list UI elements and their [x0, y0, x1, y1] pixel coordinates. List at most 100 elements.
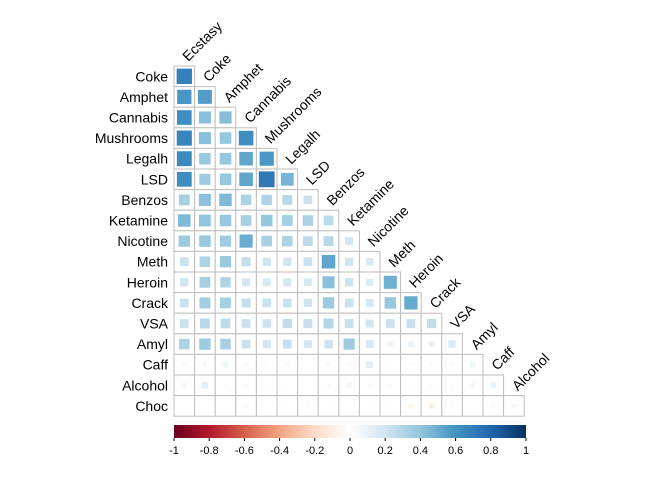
correlation-square	[224, 404, 227, 407]
correlation-square	[219, 173, 232, 186]
correlation-square	[199, 338, 211, 350]
correlation-square	[281, 215, 293, 226]
correlation-square	[262, 257, 271, 266]
correlation-square	[219, 235, 232, 247]
colorbar-tick-label: -0.6	[235, 445, 254, 457]
correlation-square	[244, 383, 248, 388]
correlation-square	[220, 297, 231, 309]
correlation-square	[303, 319, 313, 328]
correlation-square	[303, 340, 312, 349]
correlation-square	[262, 278, 271, 287]
correlation-square	[323, 236, 334, 247]
correlation-square	[343, 338, 355, 350]
correlation-square	[388, 383, 393, 388]
correlation-square	[179, 298, 189, 308]
correlation-square	[222, 362, 229, 368]
correlation-square	[239, 151, 253, 166]
correlation-square	[244, 362, 249, 367]
correlation-square	[344, 298, 354, 308]
correlation-square	[285, 404, 289, 408]
correlation-square	[327, 404, 330, 408]
correlation-square	[182, 362, 187, 367]
correlation-square	[199, 173, 211, 185]
correlation-square	[365, 340, 374, 349]
correlation-square	[220, 277, 231, 288]
correlation-square	[177, 89, 192, 105]
correlation-square	[179, 338, 190, 350]
correlation-square	[285, 383, 289, 387]
correlation-square	[241, 339, 251, 349]
correlation-square	[365, 257, 374, 266]
column-label: Amyl	[468, 319, 501, 352]
column-label: Coke	[200, 50, 235, 85]
correlation-square	[283, 278, 292, 287]
correlation-square	[428, 341, 435, 348]
correlation-square	[324, 339, 333, 349]
correlation-square	[306, 404, 310, 408]
colorbar-tick-label: -0.8	[200, 445, 219, 457]
correlation-square	[176, 110, 192, 125]
correlation-square	[408, 403, 414, 409]
correlation-square	[470, 362, 476, 368]
row-label: Crack	[131, 295, 169, 311]
correlation-square	[471, 404, 474, 407]
correlation-square	[203, 404, 206, 407]
correlation-square	[348, 404, 351, 407]
correlation-square	[198, 193, 211, 206]
correlation-square	[224, 383, 227, 387]
correlation-square	[450, 363, 454, 367]
row-labels: Coke Amphet Cannabis Mushrooms Legalh LSD Benz…	[95, 68, 169, 414]
correlation-square	[385, 319, 395, 328]
correlation-square	[199, 276, 211, 288]
colorbar-tick-label: -1	[169, 445, 179, 457]
colorbar-tick-label: 0.6	[448, 445, 463, 457]
correlation-square	[429, 363, 434, 367]
correlation-square	[282, 339, 292, 349]
correlation-square	[344, 278, 354, 287]
correlation-square	[323, 318, 334, 329]
correlation-square	[197, 89, 212, 104]
correlation-square	[306, 384, 309, 387]
colorbar-tick-label: -0.4	[270, 445, 289, 457]
correlation-square	[344, 257, 354, 266]
correlation-square	[239, 234, 253, 248]
row-label: Nicotine	[117, 233, 168, 249]
column-label: Meth	[385, 237, 418, 270]
correlation-square	[201, 382, 209, 389]
correlation-square	[239, 172, 253, 187]
correlation-square	[346, 382, 352, 388]
correlation-square	[511, 403, 517, 409]
row-label: Coke	[135, 68, 168, 84]
correlation-square	[345, 237, 354, 246]
correlation-square	[260, 214, 273, 227]
correlation-square	[365, 298, 374, 307]
correlation-square	[368, 404, 372, 408]
correlation-square	[244, 404, 248, 408]
correlation-square	[470, 383, 475, 388]
correlation-square	[450, 404, 454, 408]
correlation-square	[367, 383, 372, 388]
correlation-square	[322, 276, 335, 289]
correlation-square	[176, 130, 192, 146]
correlation-square	[406, 319, 416, 328]
correlation-square	[491, 404, 496, 408]
row-label: Mushrooms	[95, 130, 168, 146]
correlation-square	[220, 318, 231, 329]
correlation-square	[202, 362, 207, 367]
correlation-square	[264, 362, 269, 367]
correlation-square	[322, 297, 335, 309]
correlation-square	[182, 383, 187, 388]
correlation-square	[283, 257, 292, 266]
correlation-square	[428, 403, 435, 409]
correlation-square	[303, 236, 313, 246]
correlation-square	[219, 214, 232, 227]
correlation-square	[409, 363, 413, 367]
correlation-square	[242, 278, 251, 287]
row-label: Amyl	[137, 336, 168, 352]
column-label: Crack	[426, 273, 464, 311]
colorbar-tick-label: 0.4	[413, 445, 428, 457]
correlation-square	[219, 132, 232, 144]
correlation-square	[448, 340, 456, 348]
correlation-square	[219, 152, 232, 165]
